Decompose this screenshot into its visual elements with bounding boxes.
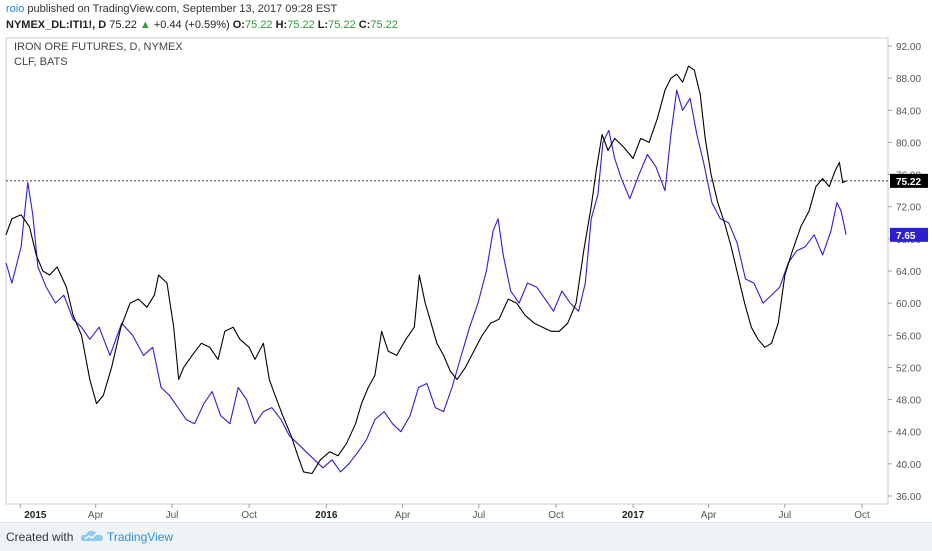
plot-frame [5,37,889,505]
tradingview-brand-link[interactable]: TradingView [107,530,174,544]
clf-series-line [5,89,847,473]
close-label: C: [358,19,371,31]
high-value: 75.22 [287,19,315,31]
x-tick-label: Apr [395,510,411,521]
x-tick-label: Apr [701,510,717,521]
y-tick-label: 72.00 [896,203,921,214]
y-tick-label: 64.00 [896,267,921,278]
iron-ore-price-tag-bg [890,173,928,188]
y-tick-label: 80.00 [896,138,921,149]
y-tick-label: 56.00 [896,331,921,342]
footer-bar: Created with TradingView [0,522,932,551]
low-value: 75.22 [328,19,356,31]
y-tick-label: 44.00 [896,428,921,439]
x-tick-label: Oct [241,510,257,521]
up-arrow-icon: ▲ [139,19,151,31]
x-tick-label: 2015 [24,510,47,521]
symbol-info: NYMEX_DL:ITI1!, D 75.22 ▲ +0.44 (+0.59%)… [6,19,398,31]
publish-info: roio published on TradingView.com, Septe… [6,3,337,15]
y-tick-label: 40.00 [896,460,921,471]
price-change: +0.44 (+0.59%) [153,19,230,31]
published-text: published on TradingView.com, September … [27,3,338,15]
last-price: 75.22 [109,19,137,31]
x-tick-label: Oct [854,510,870,521]
x-tick-label: Jul [166,510,179,521]
symbol-name: NYMEX_DL:ITI1!, D [6,19,107,31]
x-tick-label: Apr [88,510,104,521]
open-label: O: [232,19,245,31]
clf-price-tag: 7.65 [896,231,916,242]
y-tick-label: 52.00 [896,363,921,374]
high-label: H: [275,19,288,31]
y-tick-label: 48.00 [896,396,921,407]
chart-header: roio published on TradingView.com, Septe… [0,0,932,36]
x-tick-label: 2017 [622,510,645,521]
iron-ore-price-tag: 75.22 [896,177,921,188]
x-tick-label: 2016 [315,510,338,521]
clf-price-tag-bg [890,227,928,242]
tradingview-cloud-icon[interactable] [80,529,104,548]
y-tick-label: 84.00 [896,106,921,117]
iron-ore-series-line [5,65,847,475]
author-link[interactable]: roio [6,3,25,15]
price-chart[interactable]: 36.00 40.00 44.00 48.00 52.00 56.00 60.00 64.00… [0,36,932,522]
y-tick-label: 92.00 [896,42,921,53]
x-tick-label: Jul [778,510,791,521]
close-value: 75.22 [370,19,398,31]
y-tick-label: 36.00 [896,492,921,503]
legend-clf: CLF, BATS [14,56,68,68]
x-tick-label: Jul [472,510,485,521]
y-tick-label: 88.00 [896,74,921,85]
created-with-text: Created with [6,530,74,544]
y-tick-label: 60.00 [896,299,921,310]
legend-iron-ore: IRON ORE FUTURES, D, NYMEX [14,41,183,53]
open-value: 75.22 [244,19,273,31]
low-label: L: [317,19,329,31]
x-tick-label: Oct [548,510,564,521]
chart-area[interactable]: 36.00 40.00 44.00 48.00 52.00 56.00 60.00 64.00… [0,36,932,522]
